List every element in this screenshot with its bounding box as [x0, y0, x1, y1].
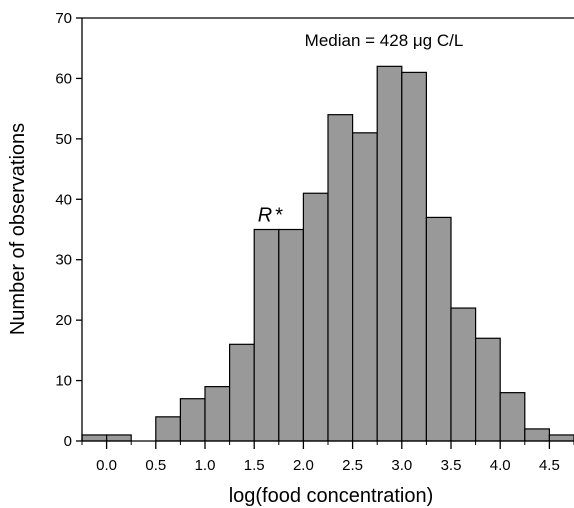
- histogram-bar: [278, 228, 304, 442]
- x-tick-label: 2.5: [342, 457, 363, 474]
- y-tick-label: 20: [55, 312, 72, 329]
- r-star-marker: R *: [258, 205, 283, 227]
- r-marker-letter: R: [258, 205, 272, 227]
- y-tick-label: 10: [55, 373, 72, 390]
- x-tick-label: 4.0: [490, 457, 511, 474]
- x-tick-label: 2.0: [293, 457, 314, 474]
- star-marker-symbol: *: [275, 205, 283, 227]
- x-tick-label: 4.5: [539, 457, 560, 474]
- axes-group: 0 10 20 30 40 50 60 70 0.0 0.5 1.0 1.5 2.0 2.5 3.0 3.5 4…: [55, 10, 574, 474]
- histogram-bar: [327, 114, 354, 442]
- y-tick-label: 0: [64, 433, 72, 450]
- histogram-bar: [524, 428, 550, 442]
- histogram-bar: [253, 228, 280, 442]
- histogram-bar: [352, 132, 378, 442]
- histogram-bar: [81, 434, 108, 442]
- bars-group: [81, 65, 574, 442]
- histogram-bar: [105, 434, 132, 442]
- y-tick-label: 60: [55, 70, 72, 87]
- histogram-bar: [179, 398, 206, 442]
- histogram-bar: [401, 71, 427, 442]
- histogram-bar: [548, 434, 574, 442]
- histogram-bar: [499, 392, 526, 442]
- histogram-bar: [204, 386, 231, 442]
- x-tick-label: 0.0: [96, 457, 117, 474]
- y-tick-label: 70: [55, 10, 72, 27]
- histogram-bar: [376, 65, 403, 442]
- histogram-bar: [475, 337, 501, 442]
- labels-group: Median = 428 μg C/L log(food concentrati…: [7, 31, 463, 507]
- median-annotation: Median = 428 μg C/L: [305, 31, 464, 50]
- y-tick-label: 30: [55, 252, 72, 269]
- x-tick-label: 0.5: [145, 457, 166, 474]
- x-axis-title: log(food concentration): [229, 485, 434, 507]
- y-tick-label: 40: [55, 191, 72, 208]
- x-tick-label: 1.5: [244, 457, 265, 474]
- histogram-bar: [425, 216, 452, 442]
- y-tick-label: 50: [55, 131, 72, 148]
- histogram-bar: [155, 416, 182, 442]
- x-tick-label: 1.0: [195, 457, 216, 474]
- x-tick-label: 3.5: [441, 457, 462, 474]
- y-axis-title: Number of observations: [7, 123, 29, 335]
- histogram-bar: [229, 343, 255, 442]
- x-tick-label: 3.0: [391, 457, 412, 474]
- histogram-bar: [302, 192, 329, 442]
- histogram-bar: [450, 307, 477, 442]
